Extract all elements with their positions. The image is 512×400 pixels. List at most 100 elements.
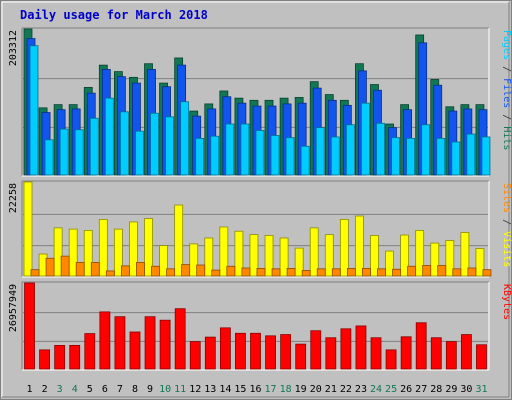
bar-kbytes — [24, 282, 35, 370]
bar-sites — [301, 270, 311, 277]
bar-kbytes — [415, 322, 427, 370]
bar-pages — [165, 116, 174, 176]
x-tick-label: 13 — [204, 384, 216, 395]
bar-sites — [90, 262, 100, 277]
bar-kbytes — [355, 325, 367, 370]
bar-kbytes — [295, 343, 307, 370]
bar-pages — [361, 102, 370, 176]
x-tick-label: 24 — [370, 384, 382, 395]
bar-sites — [271, 268, 281, 277]
series-visits — [23, 181, 485, 277]
bar-kbytes — [265, 335, 276, 370]
bar-sites — [211, 269, 221, 277]
bar-visits — [460, 232, 470, 277]
bar-sites — [452, 268, 462, 277]
bar-sites — [316, 268, 326, 277]
bar-kbytes — [280, 334, 292, 370]
bar-kbytes — [310, 330, 322, 370]
bar-visits — [279, 237, 289, 277]
x-tick-label: 9 — [147, 384, 153, 395]
bar-pages — [255, 130, 265, 176]
bar-visits — [204, 237, 214, 277]
bar-kbytes — [144, 316, 156, 370]
bar-sites — [120, 265, 130, 277]
x-tick-label: 7 — [117, 384, 123, 395]
bar-sites — [45, 257, 55, 277]
bar-pages — [451, 141, 461, 176]
x-tick-label: 16 — [249, 384, 261, 395]
bar-visits — [309, 227, 319, 277]
x-tick-label: 15 — [234, 384, 246, 395]
bar-visits — [144, 218, 153, 277]
x-tick-label: 30 — [460, 384, 472, 395]
bar-visits — [324, 234, 334, 277]
bar-visits — [129, 221, 138, 277]
x-tick-label: 26 — [400, 384, 412, 395]
bar-visits — [98, 219, 108, 277]
bar-sites — [377, 268, 386, 277]
bar-sites — [392, 268, 401, 277]
x-tick-label: 19 — [295, 384, 307, 395]
bar-sites — [151, 265, 160, 277]
legend-item: / — [501, 60, 512, 78]
x-tick-label: 14 — [219, 384, 231, 395]
x-tick-label: 11 — [174, 384, 186, 395]
series-pages — [29, 45, 491, 176]
y-max-label: 26957949 — [8, 284, 19, 332]
legend-item: Files — [501, 78, 512, 108]
bar-visits — [445, 240, 455, 277]
series-kbytes — [24, 282, 487, 370]
bar-kbytes — [461, 334, 472, 370]
bar-pages — [436, 137, 446, 176]
bar-sites — [437, 265, 447, 277]
bar-pages — [345, 124, 355, 176]
series-sites — [30, 255, 492, 277]
bar-kbytes — [114, 316, 126, 370]
bar-pages — [210, 135, 220, 176]
bar-sites — [75, 262, 85, 277]
bar-visits — [53, 227, 63, 277]
bar-kbytes — [219, 327, 231, 370]
bar-pages — [59, 128, 69, 176]
bar-pages — [285, 137, 295, 176]
bar-visits — [415, 229, 425, 277]
bar-pages — [421, 124, 431, 176]
bar-sites — [467, 267, 477, 277]
bar-visits — [385, 250, 394, 277]
panel-visits-sites: 22258 Sites / Visits — [8, 180, 512, 278]
bar-pages — [195, 137, 205, 176]
bar-pages — [104, 97, 114, 176]
bar-pages — [150, 112, 159, 176]
bar-sites — [331, 268, 341, 277]
bar-sites — [60, 255, 70, 277]
bar-visits — [68, 228, 78, 277]
bar-visits — [189, 243, 199, 277]
panel-hits-files-pages: 203312 Pages / Files / Hits — [8, 27, 512, 177]
bar-visits — [234, 230, 244, 277]
bar-sites — [346, 267, 356, 277]
x-tick-label: 21 — [325, 384, 337, 395]
bar-sites — [166, 268, 175, 277]
bar-pages — [119, 111, 129, 176]
bar-pages — [180, 101, 190, 176]
x-tick-label: 12 — [189, 384, 201, 395]
bar-pages — [44, 139, 54, 176]
bar-sites — [105, 270, 115, 277]
bar-visits — [174, 204, 184, 277]
x-tick-label: 18 — [280, 384, 292, 395]
bar-pages — [391, 137, 400, 176]
bar-visits — [23, 181, 33, 277]
bar-kbytes — [204, 336, 216, 370]
bar-sites — [30, 269, 40, 277]
bar-kbytes — [159, 319, 171, 370]
bar-kbytes — [250, 332, 261, 370]
bar-pages — [135, 130, 144, 176]
bar-kbytes — [129, 331, 141, 370]
x-tick-label: 25 — [385, 384, 397, 395]
y-max-label: 203312 — [8, 30, 19, 66]
bar-visits — [400, 234, 410, 277]
x-tick-label: 1 — [27, 384, 33, 395]
legend-item: Sites — [501, 183, 512, 213]
bar-sites — [181, 264, 191, 277]
